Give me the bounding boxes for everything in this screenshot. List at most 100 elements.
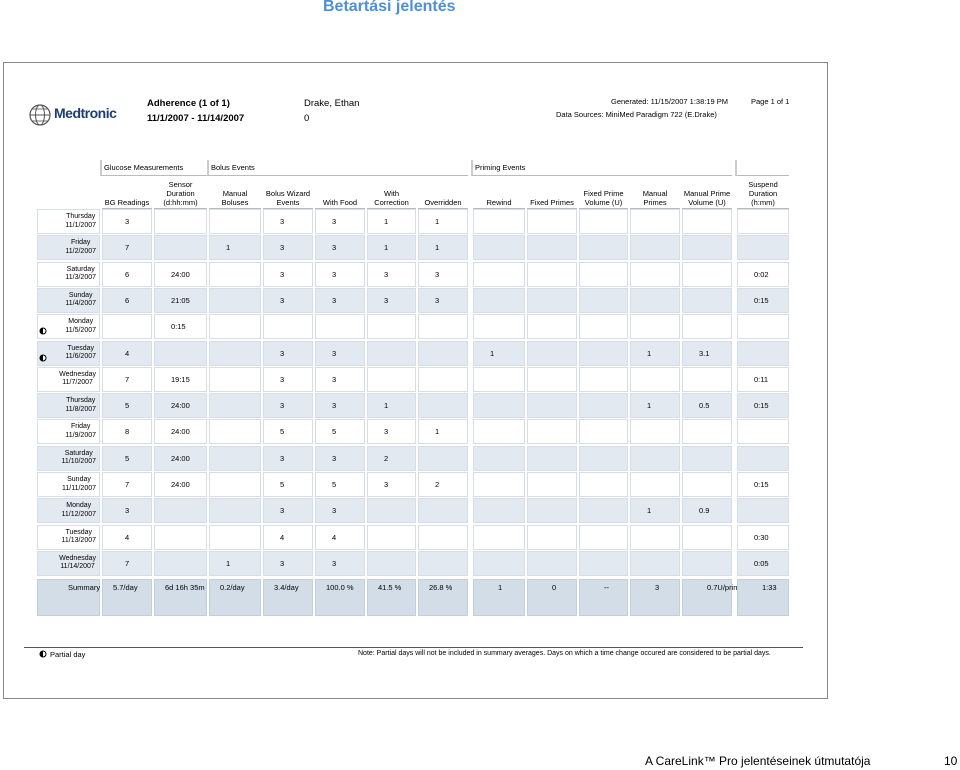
table-cell: 0.9 bbox=[682, 498, 732, 524]
summary-cell: 5.7/day bbox=[102, 579, 152, 617]
table-cell: 5 bbox=[263, 419, 313, 445]
patient-name: Drake, Ethan bbox=[304, 98, 360, 109]
table-cell bbox=[579, 524, 628, 550]
summary-cell: 3.4/day bbox=[263, 579, 313, 617]
table-cell bbox=[579, 393, 628, 419]
table-cell: 3 bbox=[102, 209, 152, 234]
table-cell bbox=[682, 209, 732, 234]
summary-cell: 26.8 % bbox=[418, 579, 468, 617]
table-cell bbox=[682, 524, 732, 550]
table-cell: 3 bbox=[263, 498, 313, 524]
table-cell: 1 bbox=[418, 209, 468, 234]
table-cell: 3 bbox=[263, 287, 313, 313]
footer-page: 10 bbox=[944, 754, 958, 768]
table-cell: 3 bbox=[315, 498, 365, 524]
table-cell: 0:15 bbox=[737, 287, 789, 313]
row-day: Wednesday bbox=[59, 554, 96, 562]
table-cell bbox=[737, 209, 789, 234]
table-cell bbox=[263, 314, 313, 340]
row-label: Wednesday 11/14/2007 bbox=[37, 550, 100, 576]
row-date: 11/4/2007 bbox=[65, 300, 96, 308]
table-cell bbox=[527, 314, 577, 340]
page-title: Betartási jelentés bbox=[323, 0, 456, 15]
table-cell bbox=[209, 366, 261, 392]
patient-id: 0 bbox=[304, 113, 310, 124]
table-cell bbox=[682, 550, 732, 576]
table-cell bbox=[579, 419, 628, 445]
table-cell: 4 bbox=[102, 524, 152, 550]
table-cell bbox=[418, 314, 468, 340]
table-cell bbox=[367, 498, 416, 524]
table-cell bbox=[473, 524, 525, 550]
table-cell: 5 bbox=[315, 419, 365, 445]
table-cell bbox=[209, 419, 261, 445]
row-label: Friday 11/2/2007 bbox=[37, 235, 100, 261]
table-cell bbox=[418, 524, 468, 550]
row-day: Saturday bbox=[64, 449, 93, 457]
column-header: BG Readings bbox=[102, 176, 152, 209]
summary-cell: 100.0 % bbox=[315, 579, 365, 617]
table-cell bbox=[154, 209, 207, 234]
table-cell: 0:30 bbox=[737, 524, 789, 550]
table-cell bbox=[527, 261, 577, 287]
table-cell bbox=[630, 524, 680, 550]
table-cell bbox=[527, 498, 577, 524]
table-cell: 1 bbox=[630, 393, 680, 419]
table-cell: 0:15 bbox=[154, 314, 207, 340]
table-cell bbox=[682, 314, 732, 340]
table-cell: 5 bbox=[102, 445, 152, 471]
row-date: 11/11/2007 bbox=[62, 484, 96, 492]
group-header: Priming Events bbox=[471, 160, 732, 176]
row-label: Thursday 11/1/2007 bbox=[37, 209, 100, 234]
row-date: 11/3/2007 bbox=[65, 274, 96, 282]
table-cell: 3 bbox=[263, 550, 313, 576]
table-cell bbox=[367, 366, 416, 392]
table-cell: 3 bbox=[315, 287, 365, 313]
table-cell bbox=[527, 287, 577, 313]
table-cell: 1 bbox=[630, 340, 680, 366]
table-cell: 2 bbox=[418, 472, 468, 497]
table-cell bbox=[579, 261, 628, 287]
table-cell bbox=[527, 235, 577, 261]
row-day: Thursday bbox=[66, 213, 96, 220]
table-cell: 24:00 bbox=[154, 419, 207, 445]
row-date: 11/14/2007 bbox=[60, 563, 95, 571]
table-cell: 3 bbox=[315, 209, 365, 234]
table-cell: 3.1 bbox=[682, 340, 732, 366]
legend-label: Partial day bbox=[50, 650, 86, 659]
row-date: 11/5/2007 bbox=[65, 326, 96, 334]
table-cell bbox=[473, 287, 525, 313]
table-cell bbox=[682, 472, 732, 497]
table-cell: 5 bbox=[315, 472, 365, 497]
table-cell: 3 bbox=[263, 235, 313, 261]
row-label: Saturday 11/3/2007 bbox=[37, 261, 100, 287]
table-cell: 3 bbox=[367, 261, 416, 287]
table-cell: 8 bbox=[102, 419, 152, 445]
table-cell bbox=[682, 366, 732, 392]
report-frame bbox=[3, 62, 828, 699]
table-cell: 3 bbox=[315, 235, 365, 261]
row-day: Monday bbox=[68, 318, 94, 326]
column-header: Rewind bbox=[473, 176, 525, 209]
column-header: Manual Boluses bbox=[209, 176, 261, 209]
summary-cell: 0 bbox=[527, 579, 577, 617]
table-cell: 6 bbox=[102, 261, 152, 287]
data-sources: Data Sources: MiniMed Paradigm 722 (E.Dr… bbox=[556, 110, 717, 119]
table-cell: 0:05 bbox=[737, 550, 789, 576]
table-cell bbox=[209, 472, 261, 497]
table-cell: 1 bbox=[209, 550, 261, 576]
column-header: With Food bbox=[315, 176, 365, 209]
row-day: Sunday bbox=[68, 291, 93, 299]
table-cell bbox=[154, 524, 207, 550]
group-header: Bolus Events bbox=[207, 160, 468, 176]
row-label: Monday 11/5/2007 bbox=[37, 314, 100, 340]
summary-cell: 1:33 bbox=[737, 579, 789, 617]
column-header: Fixed Primes bbox=[527, 176, 577, 209]
summary-label: Summary bbox=[37, 579, 100, 617]
table-cell: 1 bbox=[209, 235, 261, 261]
table-cell bbox=[418, 550, 468, 576]
table-cell bbox=[630, 366, 680, 392]
table-cell: 2 bbox=[367, 445, 416, 471]
table-cell bbox=[630, 472, 680, 497]
row-label: Sunday 11/11/2007 bbox=[37, 472, 100, 497]
